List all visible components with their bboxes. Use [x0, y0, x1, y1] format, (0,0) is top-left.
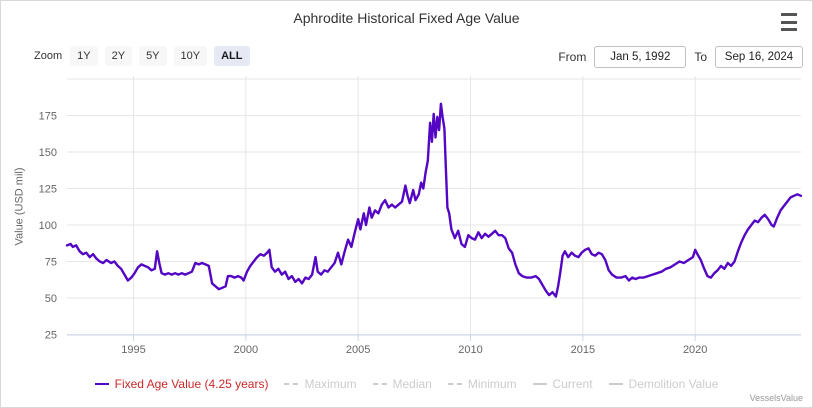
- x-tick-label: 2020: [683, 344, 707, 356]
- x-tick-label: 1995: [121, 344, 145, 356]
- chart-legend: Fixed Age Value (4.25 years) Maximum Media…: [1, 377, 812, 391]
- x-tick-label: 2000: [234, 344, 258, 356]
- hamburger-bar: [781, 28, 797, 31]
- y-tick-label: 100: [39, 220, 57, 232]
- hamburger-bar: [781, 13, 797, 16]
- legend-label: Demolition Value: [628, 377, 719, 391]
- date-range-controls: From To: [558, 46, 803, 68]
- from-date-input[interactable]: [594, 46, 687, 68]
- y-tick-label: 175: [39, 111, 57, 123]
- legend-marker-solid-line: [608, 383, 623, 385]
- zoom-button-5y[interactable]: 5Y: [139, 46, 167, 66]
- zoom-button-2y[interactable]: 2Y: [104, 46, 133, 66]
- legend-item[interactable]: Maximum: [284, 377, 357, 391]
- y-tick-label: 125: [39, 184, 57, 196]
- zoom-button-group: 1Y 2Y 5Y 10Y ALL: [70, 46, 256, 66]
- legend-label: Fixed Age Value (4.25 years): [114, 377, 269, 391]
- to-date-input[interactable]: [715, 46, 803, 68]
- y-axis-title: Value (USD mil): [13, 167, 26, 246]
- legend-item[interactable]: Demolition Value: [608, 377, 719, 391]
- zoom-label: Zoom: [34, 50, 63, 62]
- series-line-fixed-age-value[interactable]: [65, 102, 803, 298]
- y-tick-label: 150: [39, 147, 57, 159]
- chart-title: Aphrodite Historical Fixed Age Value: [293, 10, 520, 26]
- x-tick-label: 2015: [571, 344, 595, 356]
- hamburger-bar: [781, 20, 797, 24]
- zoom-button-all[interactable]: ALL: [214, 46, 250, 66]
- to-label: To: [694, 50, 707, 64]
- y-tick-label: 25: [45, 330, 57, 342]
- y-tick-label: 50: [45, 293, 57, 305]
- y-tick-label: 75: [45, 257, 57, 269]
- legend-marker-dashed-line: [447, 383, 462, 385]
- from-label: From: [558, 50, 587, 64]
- legend-item[interactable]: Current: [532, 377, 593, 391]
- legend-label: Current: [552, 377, 593, 391]
- legend-marker-dashed-line: [372, 383, 387, 385]
- zoom-button-10y[interactable]: 10Y: [173, 46, 208, 66]
- legend-item[interactable]: Median: [372, 377, 432, 391]
- zoom-controls: Zoom 1Y 2Y 5Y 10Y ALL: [34, 46, 257, 66]
- legend-label: Median: [392, 377, 432, 391]
- legend-marker-dashed-line: [284, 383, 299, 385]
- legend-label: Maximum: [304, 377, 357, 391]
- zoom-button-1y[interactable]: 1Y: [70, 46, 98, 66]
- x-tick-label: 2005: [346, 344, 370, 356]
- legend-marker-solid-line: [532, 383, 547, 385]
- legend-item[interactable]: Minimum: [447, 377, 517, 391]
- watermark-credit[interactable]: VesselsValue: [749, 393, 803, 403]
- hamburger-menu-icon[interactable]: [778, 13, 800, 31]
- x-tick-label: 2010: [458, 344, 482, 356]
- legend-marker-solid-line: [94, 383, 109, 385]
- legend-item[interactable]: Fixed Age Value (4.25 years): [94, 377, 269, 391]
- legend-label: Minimum: [467, 377, 517, 391]
